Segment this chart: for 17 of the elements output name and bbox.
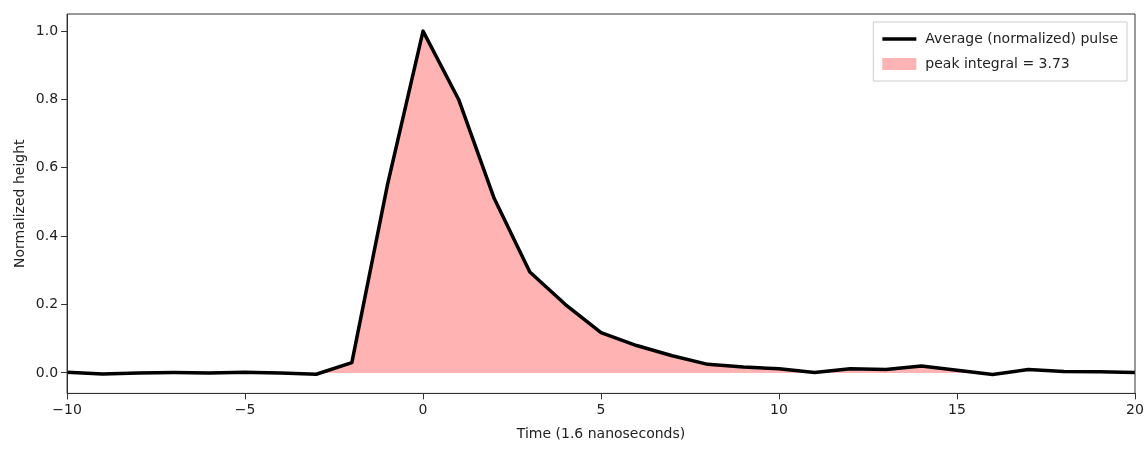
y-tick-label: 0.8 bbox=[35, 90, 59, 107]
y-tick-label: 1.0 bbox=[35, 21, 59, 38]
y-tick-label: 0.2 bbox=[35, 295, 59, 312]
x-axis-title: Time (1.6 nanoseconds) bbox=[515, 425, 686, 442]
x-tick-label: 20 bbox=[1126, 401, 1144, 418]
legend-label: peak integral = 3.73 bbox=[925, 54, 1070, 71]
x-tick-label: 5 bbox=[596, 401, 606, 418]
x-tick-label: −10 bbox=[52, 401, 82, 418]
y-tick-label: 0.4 bbox=[35, 226, 59, 243]
y-tick-label: 0.0 bbox=[35, 363, 59, 380]
legend-label: Average (normalized) pulse bbox=[925, 29, 1119, 46]
x-tick-label: 15 bbox=[948, 401, 966, 418]
x-tick-label: 0 bbox=[418, 401, 428, 418]
x-tick-label: 10 bbox=[770, 401, 788, 418]
y-axis-title: Normalized height bbox=[11, 138, 28, 268]
y-tick-label: 0.6 bbox=[35, 158, 59, 175]
x-tick-label: −5 bbox=[234, 401, 256, 418]
